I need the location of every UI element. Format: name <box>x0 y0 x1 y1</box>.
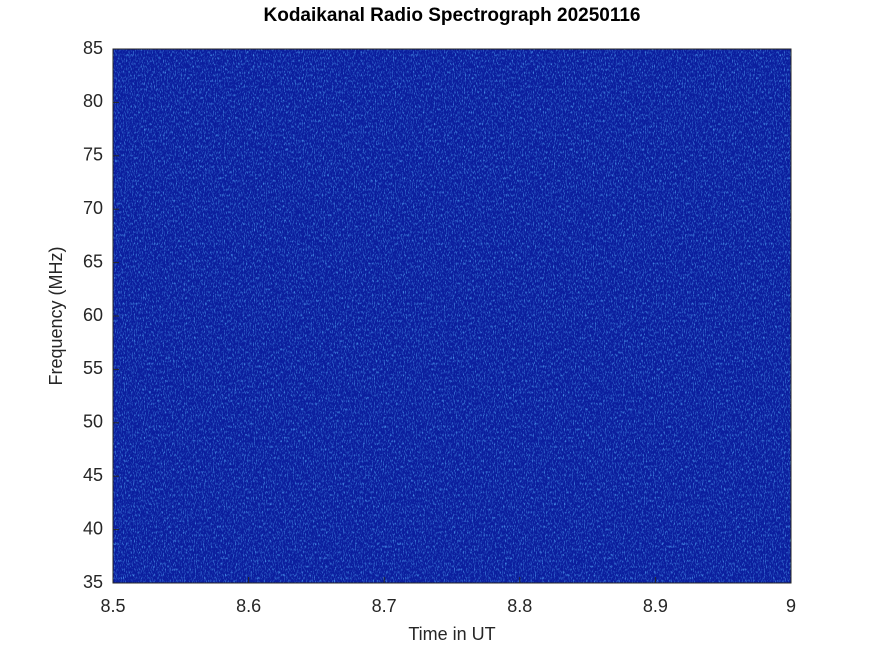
y-tick-label: 50 <box>83 412 103 432</box>
y-tick-label: 80 <box>83 91 103 111</box>
chart-title: Kodaikanal Radio Spectrograph 20250116 <box>264 5 641 26</box>
y-tick-label: 55 <box>83 358 103 378</box>
y-tick-label: 65 <box>83 251 103 271</box>
x-tick-label: 9 <box>786 596 796 616</box>
spectrogram-texture <box>113 49 791 583</box>
y-tick-label: 70 <box>83 198 103 218</box>
y-axis-label: Frequency (MHz) <box>46 246 66 385</box>
y-tick-label: 85 <box>83 38 103 58</box>
y-tick-label: 35 <box>83 572 103 592</box>
y-tick-label: 45 <box>83 465 103 485</box>
x-axis-label: Time in UT <box>408 624 495 644</box>
x-tick-label: 8.8 <box>507 596 532 616</box>
y-tick-label: 60 <box>83 305 103 325</box>
x-tick-label: 8.9 <box>643 596 668 616</box>
x-tick-label: 8.5 <box>100 596 125 616</box>
y-tick-label: 40 <box>83 518 103 538</box>
x-tick-label: 8.6 <box>236 596 261 616</box>
y-tick-label: 75 <box>83 145 103 165</box>
x-tick-label: 8.7 <box>372 596 397 616</box>
